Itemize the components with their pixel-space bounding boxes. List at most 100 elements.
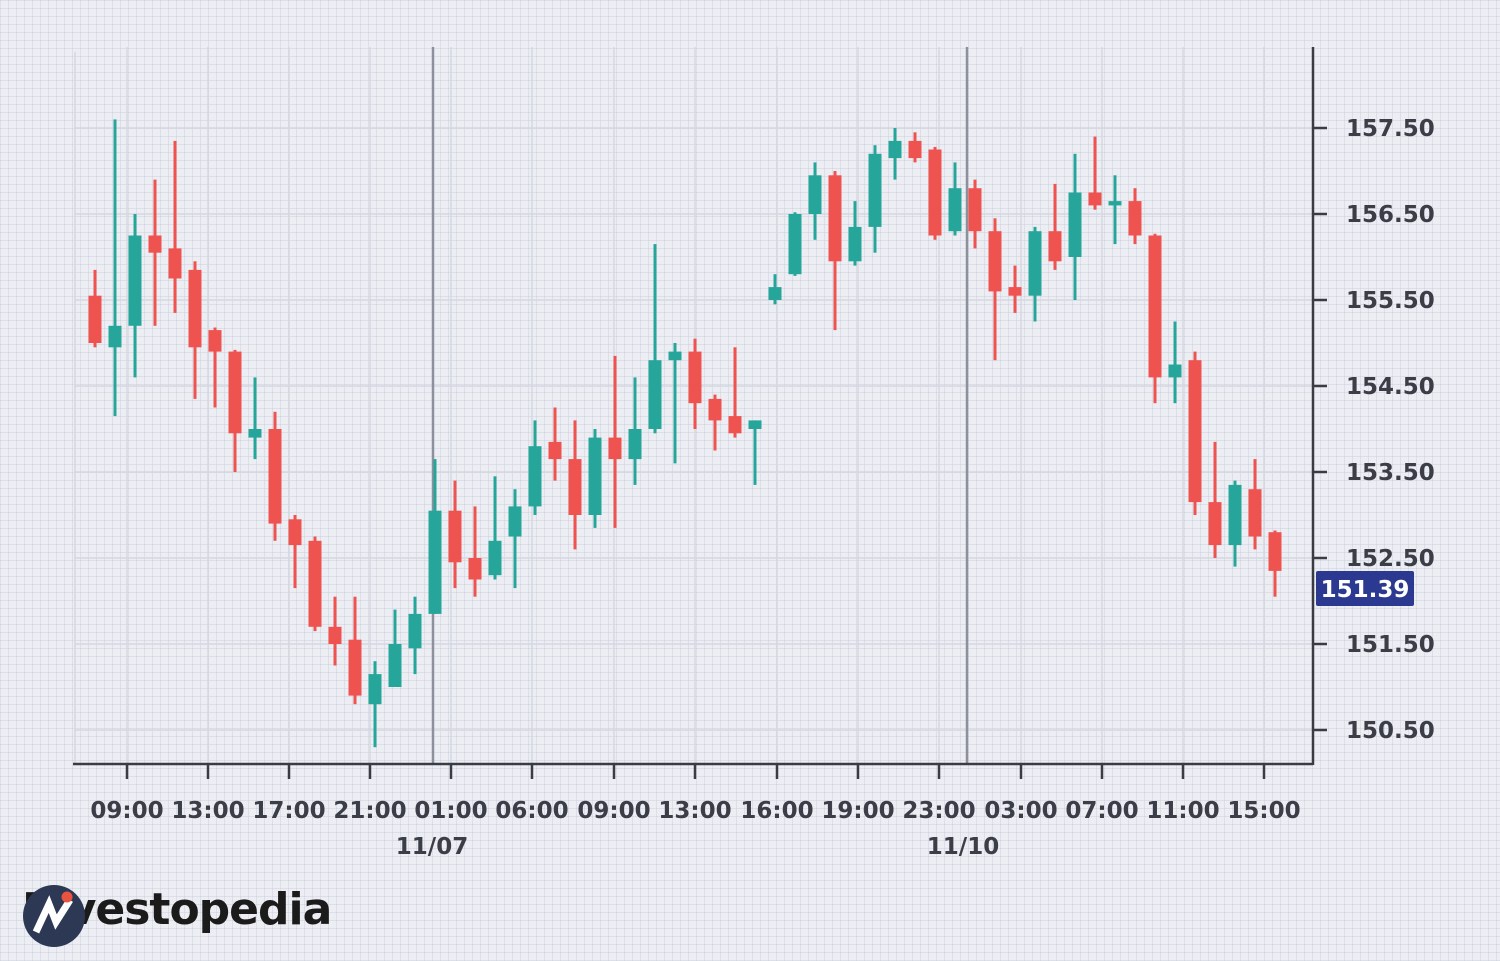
- x-axis-label: 11:00: [1146, 798, 1219, 824]
- candle-wick-down: [1213, 441, 1217, 558]
- x-axis-date-label: 11/10: [927, 834, 999, 860]
- candle-body-down: [1088, 192, 1102, 206]
- candle-wick-up: [513, 489, 517, 589]
- candle-body-up: [848, 226, 862, 262]
- candle-body-down: [568, 459, 582, 515]
- y-axis-label: 152.50: [1346, 546, 1435, 572]
- x-axis-label: 15:00: [1227, 798, 1300, 824]
- candle-body-up: [128, 235, 142, 326]
- candle-body-down: [148, 235, 162, 253]
- gridlines-layer: [75, 47, 1313, 764]
- candle-body-down: [1148, 235, 1162, 378]
- candle-body-up: [488, 540, 502, 576]
- candle-body-up: [868, 153, 882, 227]
- candle-wick-down: [473, 506, 477, 597]
- y-axis-label: 150.50: [1346, 718, 1435, 744]
- day-separators-layer: [431, 47, 969, 764]
- candle-body-down: [1128, 201, 1142, 236]
- candle-body-down: [1008, 287, 1022, 296]
- candle-wick-down: [713, 394, 717, 451]
- candle-body-down: [688, 351, 702, 404]
- candle-body-up: [788, 214, 802, 275]
- x-axis-label: 09:00: [90, 798, 163, 824]
- axis-labels-layer: 157.50 156.50 155.50 154.50 153.50 152.50 151.…: [90, 116, 1434, 860]
- candle-body-up: [888, 140, 902, 159]
- candle-body-down: [228, 351, 242, 434]
- logo-zigzag: [32, 895, 73, 934]
- candle-body-up: [1168, 364, 1182, 378]
- candle-body-up: [248, 429, 262, 438]
- candle-body-down: [208, 330, 222, 352]
- candle-body-down: [1208, 502, 1222, 546]
- candle-body-up: [1068, 192, 1082, 257]
- candle-body-down: [468, 558, 482, 580]
- logo-dot-icon: [61, 891, 73, 903]
- candles-layer: [88, 119, 1282, 748]
- candle-body-down: [968, 188, 982, 232]
- candle-wick-up: [653, 244, 657, 434]
- y-axis-label: 157.50: [1346, 116, 1435, 142]
- x-axis-label: 17:00: [252, 798, 325, 824]
- candle-body-up: [1028, 231, 1042, 296]
- candle-wick-up: [373, 661, 377, 748]
- candle-body-up: [808, 175, 822, 214]
- candle-body-down: [828, 175, 842, 262]
- y-axis-label: 153.50: [1346, 460, 1435, 486]
- investopedia-logo-mark: [23, 885, 85, 947]
- candle-body-up: [948, 188, 962, 232]
- candle-wick-down: [1093, 136, 1097, 210]
- candle-body-up: [428, 510, 442, 614]
- candle-body-up: [628, 429, 642, 460]
- candle-body-down: [928, 149, 942, 236]
- x-axis-label: 07:00: [1065, 798, 1138, 824]
- candle-body-down: [548, 441, 562, 460]
- last-price-badge: 151.39: [1316, 571, 1414, 606]
- candle-wick-up: [113, 119, 117, 417]
- tick-marks-layer: [125, 126, 1327, 779]
- candle-wick-up: [1113, 175, 1117, 245]
- candle-body-down: [168, 248, 182, 279]
- x-axis-label: 03:00: [984, 798, 1057, 824]
- candle-wick-up: [253, 377, 257, 460]
- candle-body-down: [1248, 489, 1262, 537]
- candle-body-down: [328, 626, 342, 644]
- candle-body-down: [288, 519, 302, 546]
- x-axis-date-label: 11/07: [396, 834, 468, 860]
- candle-body-up: [508, 506, 522, 537]
- candle-body-down: [348, 639, 362, 696]
- candle-body-up: [368, 674, 382, 705]
- candle-body-up: [648, 360, 662, 429]
- candle-body-up: [388, 644, 402, 687]
- last-price-badge-bg: [1316, 571, 1414, 606]
- candle-wick-up: [1173, 321, 1177, 404]
- candle-body-down: [908, 140, 922, 159]
- candle-body-up: [748, 420, 762, 429]
- candle-body-down: [448, 510, 462, 563]
- x-axis-label: 06:00: [495, 798, 568, 824]
- candle-wick-up: [753, 420, 757, 485]
- candle-body-up: [408, 613, 422, 649]
- candle-wick-down: [173, 140, 177, 313]
- last-price-value: 151.39: [1321, 577, 1410, 603]
- candle-body-down: [608, 437, 622, 460]
- candle-body-down: [708, 398, 722, 421]
- investopedia-logo: Investopedia: [22, 884, 332, 947]
- y-axis-label: 154.50: [1346, 374, 1435, 400]
- candle-wick-up: [493, 476, 497, 580]
- x-axis-label: 23:00: [902, 798, 975, 824]
- x-axis-label: 16:00: [740, 798, 813, 824]
- candle-body-down: [88, 295, 102, 343]
- x-axis-label: 21:00: [333, 798, 406, 824]
- candle-wick-down: [213, 327, 217, 408]
- candle-body-up: [668, 351, 682, 361]
- x-axis-label: 13:00: [171, 798, 244, 824]
- y-axis-label: 151.50: [1346, 632, 1435, 658]
- y-axis-label: 155.50: [1346, 288, 1435, 314]
- candle-body-up: [108, 325, 122, 348]
- candle-body-up: [1228, 484, 1242, 546]
- candle-body-down: [728, 416, 742, 434]
- candle-wick-down: [293, 515, 297, 589]
- candle-body-up: [588, 437, 602, 515]
- candle-body-down: [1188, 360, 1202, 503]
